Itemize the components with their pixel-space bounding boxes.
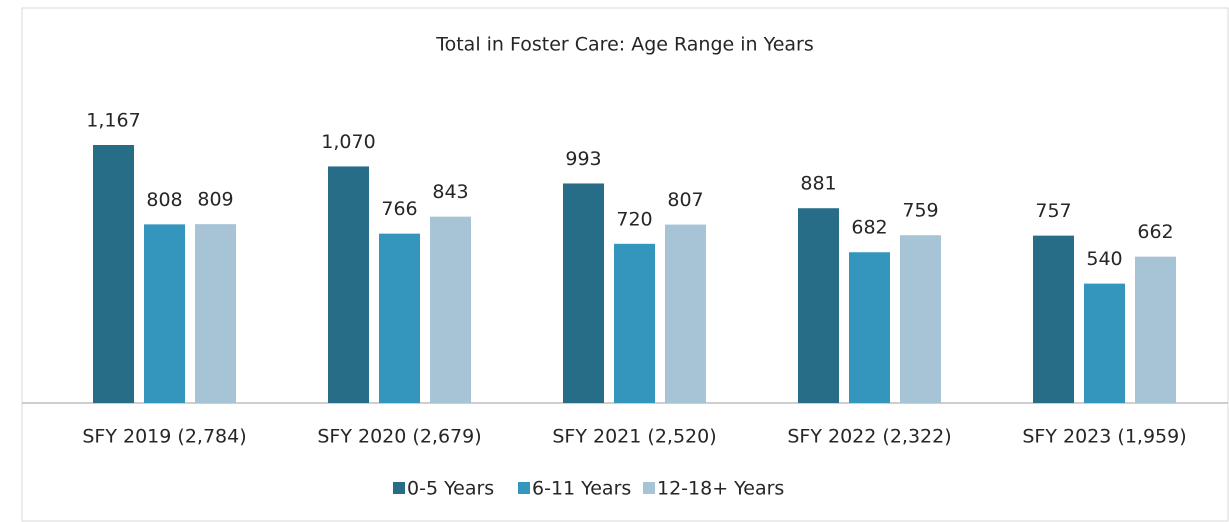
bar	[1135, 256, 1176, 403]
data-label: 540	[1086, 248, 1122, 270]
data-label: 993	[565, 148, 601, 170]
data-label: 759	[902, 200, 938, 222]
data-label: 1,167	[86, 110, 140, 132]
legend-swatch	[643, 482, 655, 494]
bar	[900, 235, 941, 403]
bar	[798, 208, 839, 403]
data-label: 1,070	[321, 131, 375, 153]
legend-label: 6-11 Years	[532, 478, 631, 500]
data-label: 809	[197, 189, 233, 211]
bar	[1084, 283, 1125, 403]
bar	[665, 224, 706, 403]
bar	[849, 252, 890, 403]
bar	[328, 166, 369, 403]
legend-label: 0-5 Years	[407, 478, 494, 500]
data-label: 757	[1035, 200, 1071, 222]
bar	[614, 243, 655, 403]
data-label: 843	[432, 181, 468, 203]
legend-swatch	[393, 482, 405, 494]
data-label: 766	[381, 198, 417, 220]
bar	[93, 145, 134, 403]
x-tick-label: SFY 2022 (2,322)	[787, 426, 951, 448]
chart-title: Total in Foster Care: Age Range in Years	[435, 34, 814, 56]
bar	[195, 224, 236, 403]
legend-label: 12-18+ Years	[657, 478, 784, 500]
bar	[430, 216, 471, 403]
data-label: 662	[1137, 221, 1173, 243]
x-tick-label: SFY 2020 (2,679)	[317, 426, 481, 448]
x-tick-label: SFY 2019 (2,784)	[82, 426, 246, 448]
bar	[144, 224, 185, 403]
bar	[1033, 235, 1074, 403]
bar	[563, 183, 604, 403]
data-label: 682	[851, 217, 887, 239]
data-label: 807	[667, 189, 703, 211]
data-label: 808	[146, 189, 182, 211]
x-tick-label: SFY 2023 (1,959)	[1022, 426, 1186, 448]
x-tick-label: SFY 2021 (2,520)	[552, 426, 716, 448]
data-label: 881	[800, 173, 836, 195]
data-label: 720	[616, 208, 652, 230]
bar	[379, 233, 420, 403]
legend-swatch	[518, 482, 530, 494]
